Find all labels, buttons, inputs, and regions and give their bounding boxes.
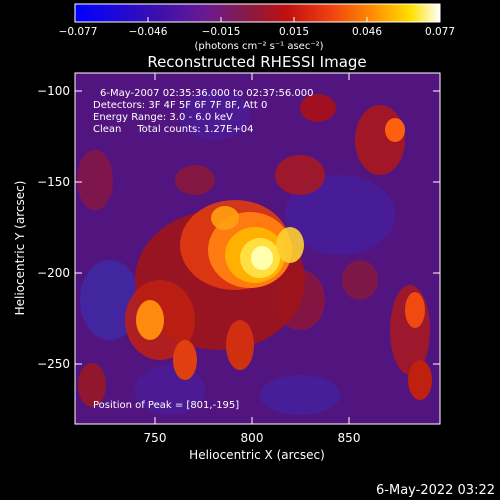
- y-tick-label: −250: [37, 357, 70, 371]
- colorbar-tick-4: 0.046: [352, 26, 382, 38]
- chart-title: Reconstructed RHESSI Image: [147, 53, 366, 71]
- colorbar-tick-5: 0.077: [425, 26, 455, 38]
- y-tick-label: −100: [37, 84, 70, 98]
- colorbar-tick-3: 0.015: [279, 26, 309, 38]
- footer-timestamp: 6-May-2022 03:22: [376, 483, 495, 498]
- y-tick-label: −150: [37, 175, 70, 189]
- y-axis-label: Heliocentric Y (arcsec): [13, 181, 27, 316]
- colorbar-ticks: [74, 17, 441, 22]
- x-tick-label: 800: [241, 431, 264, 445]
- axis-ticks: [75, 73, 440, 424]
- annotation-energy-range: Energy Range: 3.0 - 6.0 keV: [93, 112, 233, 123]
- annotation-clean-counts: Clean Total counts: 1.27E+04: [93, 124, 253, 135]
- colorbar-unit: (photons cm⁻² s⁻¹ asec⁻²): [194, 41, 323, 52]
- annotation-time-range: 6-May-2007 02:35:36.000 to 02:37:56.000: [100, 88, 313, 99]
- annotation-peak-position: Position of Peak = [801,-195]: [93, 400, 239, 411]
- colorbar-tick-1: −0.046: [129, 26, 168, 38]
- y-tick-label: −200: [37, 266, 70, 280]
- annotation-detectors: Detectors: 3F 4F 5F 6F 7F 8F, Att 0: [93, 100, 267, 111]
- heatmap-image: [75, 73, 440, 424]
- colorbar: [74, 3, 441, 23]
- x-tick-label: 750: [144, 431, 167, 445]
- plot-frame: [74, 72, 441, 425]
- x-tick-label: 850: [338, 431, 361, 445]
- colorbar-tick-2: −0.015: [202, 26, 241, 38]
- colorbar-tick-0: −0.077: [59, 26, 98, 38]
- x-axis-label: Heliocentric X (arcsec): [189, 448, 325, 462]
